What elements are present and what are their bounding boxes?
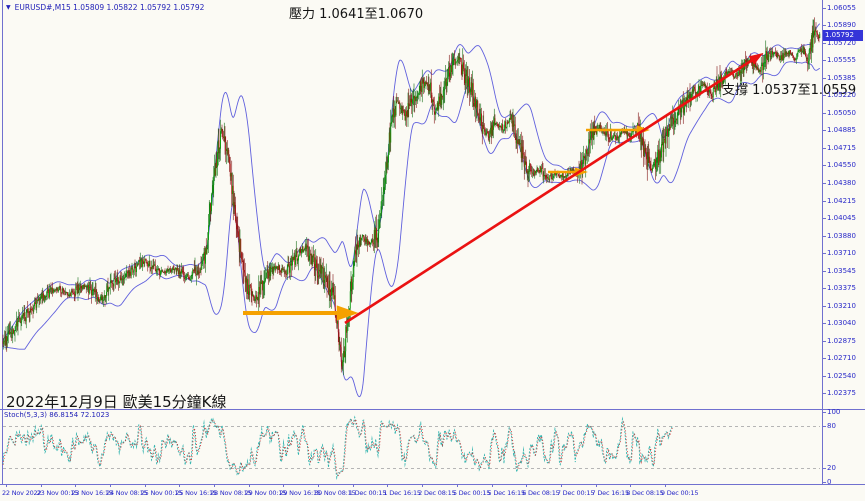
stoch-axis-label: 20 bbox=[827, 464, 836, 472]
stoch-axis-label: 80 bbox=[827, 422, 836, 430]
time-axis-label: 9 Dec 00:15 bbox=[660, 489, 699, 497]
time-axis-label: 28 Nov 08:15 bbox=[210, 489, 252, 497]
time-axis-label: 8 Dec 08:15 bbox=[626, 489, 664, 497]
time-axis-label: 5 Dec 00:15 bbox=[452, 489, 491, 497]
symbol-info[interactable]: ▼ EURUSD#,M15 1.05809 1.05822 1.05792 1.… bbox=[6, 3, 204, 12]
price-axis-label: 1.05220 bbox=[827, 91, 856, 100]
time-axis-label: 29 Nov 16:15 bbox=[279, 489, 321, 497]
time-axis-label: 7 Dec 00:15 bbox=[556, 489, 595, 497]
time-axis-label: 1 Dec 16:15 bbox=[383, 489, 421, 497]
price-axis-label: 1.03375 bbox=[827, 284, 856, 293]
price-axis-label: 1.03040 bbox=[827, 319, 856, 328]
time-axis-label: 23 Nov 16:15 bbox=[71, 489, 113, 497]
price-axis-label: 1.05385 bbox=[827, 74, 856, 83]
stoch-axis-label: 0 bbox=[827, 478, 832, 486]
time-axis-label: 1 Dec 00:15 bbox=[348, 489, 387, 497]
price-axis-label: 1.05050 bbox=[827, 109, 856, 118]
price-axis-label: 1.04715 bbox=[827, 144, 856, 153]
price-axis-label: 1.04380 bbox=[827, 179, 856, 188]
resistance-annotation: 壓力 1.0641至1.0670 bbox=[289, 7, 424, 22]
time-axis-label: 2 Dec 08:15 bbox=[418, 489, 456, 497]
symbol-ohlc-text: EURUSD#,M15 1.05809 1.05822 1.05792 1.05… bbox=[14, 3, 205, 12]
time-axis-label: 30 Nov 08:15 bbox=[314, 489, 356, 497]
stoch-axis-label: 100 bbox=[827, 408, 841, 416]
price-axis-label: 1.02710 bbox=[827, 353, 856, 362]
price-axis-label: 1.02540 bbox=[827, 371, 856, 380]
price-axis-label: 1.06055 bbox=[827, 4, 856, 12]
price-axis-label: 1.02875 bbox=[827, 336, 856, 345]
price-axis-label: 1.03210 bbox=[827, 301, 856, 310]
price-axis-label: 1.03710 bbox=[827, 249, 856, 258]
chevron-down-icon[interactable]: ▼ bbox=[6, 3, 11, 11]
time-axis-label: 25 Nov 00:15 bbox=[140, 489, 183, 497]
time-axis-label: 29 Nov 00:15 bbox=[244, 489, 287, 497]
time-axis-label: 25 Nov 16:15 bbox=[175, 489, 217, 497]
date-annotation: 2022年12月9日 歐美15分鐘K線 bbox=[6, 393, 227, 411]
price-axis-label: 1.04550 bbox=[827, 161, 856, 170]
time-axis-label: 7 Dec 16:15 bbox=[591, 489, 630, 497]
stochastic-indicator-label: Stoch(5,3,3) 86.8154 72.1023 bbox=[4, 411, 110, 419]
current-price-badge: 1.05792 bbox=[823, 30, 863, 41]
time-axis-label: 5 Dec 16:15 bbox=[487, 489, 526, 497]
time-axis-label: 6 Dec 08:15 bbox=[522, 489, 560, 497]
price-axis-label: 1.04045 bbox=[827, 214, 856, 223]
price-axis-label: 1.04215 bbox=[827, 196, 856, 205]
price-axis-label: 1.05555 bbox=[827, 56, 856, 65]
price-axis-label: 1.03880 bbox=[827, 231, 856, 240]
time-axis-label: 23 Nov 00:15 bbox=[36, 489, 79, 497]
support-annotation: 支撐 1.0537至1.0559 bbox=[722, 83, 857, 98]
price-axis-label: 1.02375 bbox=[827, 389, 856, 397]
price-axis-label: 1.05890 bbox=[827, 21, 856, 30]
time-axis-label: 22 Nov 2022 bbox=[2, 489, 42, 497]
price-axis-label: 1.05720 bbox=[827, 39, 856, 48]
time-axis-label: 24 Nov 08:15 bbox=[106, 489, 148, 497]
price-axis-label: 1.04885 bbox=[827, 126, 856, 135]
price-axis-label: 1.03545 bbox=[827, 266, 856, 275]
